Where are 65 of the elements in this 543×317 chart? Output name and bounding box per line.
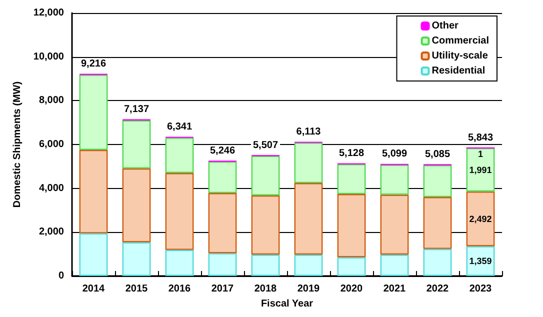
- legend-label: Utility-scale: [432, 50, 488, 62]
- x-tick-label: 2014: [82, 284, 106, 294]
- bar: [122, 168, 151, 242]
- bar: [337, 194, 366, 258]
- data-label: 1,991: [469, 164, 492, 175]
- data-label: 2,492: [469, 214, 492, 224]
- bar: [423, 164, 452, 198]
- bar: [466, 192, 495, 246]
- total-label: 9,216: [80, 58, 106, 70]
- bar: [208, 193, 237, 254]
- x-tick-label: 2023: [469, 284, 492, 294]
- bar: [294, 142, 323, 184]
- bar: [208, 253, 237, 276]
- x-tick-label: 2021: [383, 284, 406, 294]
- x-tick-label: 2016: [168, 284, 192, 294]
- bar: [380, 194, 409, 255]
- bar: [165, 172, 194, 250]
- x-tick-label: 2019: [297, 284, 320, 294]
- bar: [122, 120, 151, 168]
- total-label: 7,137: [124, 104, 150, 116]
- bar: [294, 183, 323, 255]
- y-tick-label: 0: [58, 270, 64, 282]
- y-tick-label: 10,000: [33, 51, 64, 62]
- data-label: 1: [478, 149, 484, 160]
- bar: [208, 161, 237, 194]
- bar: [337, 257, 366, 276]
- x-tick-label: 2017: [211, 284, 234, 294]
- legend-label: Commercial: [432, 36, 490, 46]
- bar: [380, 254, 409, 276]
- bar: [423, 248, 452, 276]
- x-axis-title: Fiscal Year: [260, 298, 314, 310]
- bar: [251, 195, 280, 255]
- y-tick-label: 12,000: [33, 8, 64, 18]
- bar: [122, 242, 151, 276]
- x-tick-label: 2018: [254, 284, 278, 294]
- bar: [79, 150, 108, 234]
- x-tick-label: 2022: [426, 284, 450, 294]
- total-label: 5,085: [424, 149, 450, 160]
- y-axis-title: Domestic Shipments (MW): [12, 81, 24, 208]
- total-label: 5,099: [382, 148, 408, 160]
- legend-label: Residential: [432, 66, 486, 76]
- y-tick-label: 2,000: [38, 226, 64, 238]
- bar: [294, 254, 323, 276]
- legend-label: Other: [432, 20, 459, 32]
- bar: [251, 156, 280, 196]
- total-label: 6,341: [166, 122, 192, 133]
- data-label: 1,359: [469, 256, 492, 266]
- total-label: 5,128: [338, 148, 364, 160]
- bar: [79, 233, 108, 276]
- bar: [165, 138, 194, 173]
- total-label: 5,843: [468, 132, 494, 144]
- total-label: 5,246: [210, 146, 236, 157]
- total-label: 5,507: [252, 140, 278, 151]
- y-tick-label: 8,000: [38, 95, 64, 106]
- bar: [337, 164, 366, 194]
- bar: [423, 197, 452, 249]
- total-label: 6,113: [296, 126, 322, 138]
- bar: [251, 254, 280, 276]
- bar: [380, 164, 409, 195]
- x-tick-label: 2020: [340, 284, 364, 294]
- y-tick-label: 4,000: [38, 182, 64, 194]
- bar: [79, 74, 108, 150]
- y-tick-label: 6,000: [38, 139, 64, 150]
- bar: [165, 250, 194, 276]
- x-tick-label: 2015: [125, 284, 148, 294]
